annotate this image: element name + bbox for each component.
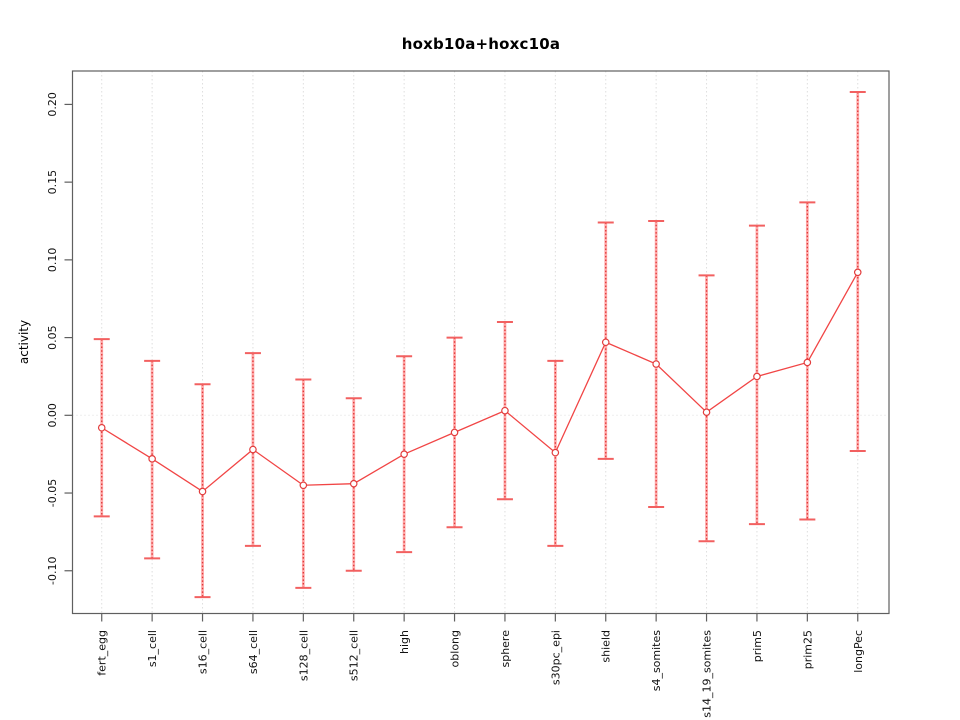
data-point [601, 338, 610, 347]
x-tick-label: shield [600, 630, 613, 663]
data-point [97, 423, 106, 432]
data-point [551, 448, 560, 457]
x-tick-label: high [398, 630, 411, 654]
x-tick-label: oblong [449, 630, 462, 667]
x-tick-label: s128_cell [297, 630, 310, 681]
y-tick-label: -0.05 [46, 479, 59, 507]
y-tick-label: -0.10 [46, 557, 59, 585]
y-tick-label: 0.05 [46, 325, 59, 350]
y-tick-label: 0.15 [46, 170, 59, 195]
data-point [853, 268, 862, 277]
x-tick-label: prim5 [751, 630, 764, 662]
x-tick-label: s64_cell [247, 630, 260, 674]
y-tick-label: 0.00 [46, 403, 59, 428]
data-point [299, 481, 308, 490]
data-point [652, 360, 660, 368]
plot-border [71, 70, 890, 615]
data-point [450, 428, 459, 437]
data-point [198, 487, 207, 496]
x-tick-label: fert_egg [96, 630, 109, 676]
x-tick-label: sphere [499, 630, 512, 668]
data-point [249, 445, 257, 454]
data-point [148, 455, 156, 463]
data-point [702, 408, 711, 416]
x-tick-label: longPec [852, 630, 865, 673]
series-line [101, 271, 859, 493]
x-tick-label: s4_somites [650, 630, 663, 692]
data-point [400, 450, 408, 458]
y-tick-label: 0.10 [46, 248, 59, 273]
chart-title: hoxb10a+hoxc10a [401, 35, 561, 53]
data-point [753, 372, 761, 381]
x-tick-label: s16_cell [197, 630, 210, 674]
x-tick-label: prim25 [801, 630, 814, 669]
y-tick-label: 0.20 [46, 92, 59, 117]
x-tick-label: s14_19_somites [701, 630, 714, 718]
x-tick-label: s1_cell [146, 630, 159, 667]
x-tick-label: s30pc_epi [549, 630, 562, 685]
data-point [803, 358, 812, 367]
data-point [349, 479, 358, 488]
x-tick-label: s512_cell [348, 630, 361, 681]
data-point [501, 406, 509, 415]
